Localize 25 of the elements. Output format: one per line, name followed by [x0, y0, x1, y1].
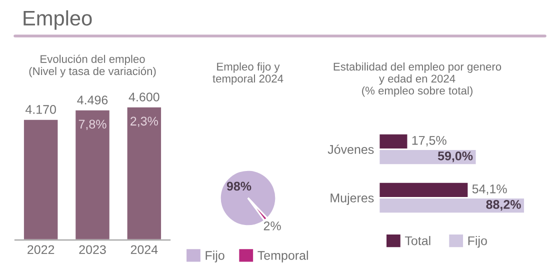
annotation: 2,3%: [130, 116, 158, 128]
x-tick-label: 2023: [79, 245, 106, 254]
data-label: 17,5%: [412, 136, 446, 146]
legend-label: Fijo: [206, 250, 224, 262]
chart-title: Estabilidad del empleo por genero y edad en 2024 (% empleo sobre total): [334, 62, 502, 97]
x-tick-label: 2024: [130, 245, 158, 254]
data-label: 2%: [264, 221, 281, 230]
x-tick-label: 2022: [28, 245, 54, 254]
chart-title: Empleo fijo y temporal 2024: [212, 62, 284, 85]
y-tick-label: Jóvenes: [328, 144, 374, 154]
data-label: 4.496: [77, 96, 108, 104]
data-label: 88,2%: [486, 200, 521, 211]
legend-label: Fijo: [468, 236, 487, 248]
text: Empleo: [24, 10, 92, 30]
chart-title: Evolución del empleo (Nivel y tasa de variación): [29, 54, 156, 78]
data-label: 98%: [226, 182, 252, 191]
annotation: 7,8%: [78, 120, 106, 130]
legend-label: Total: [404, 236, 430, 246]
pie-slice: [247, 197, 268, 222]
y-tick-label: Mujeres: [330, 193, 374, 205]
data-label: 4.170: [25, 105, 56, 114]
data-label: 4.600: [128, 92, 160, 102]
data-label: 59,0%: [438, 152, 473, 162]
data-label: 54,1%: [472, 184, 507, 195]
legend-label: Temporal: [258, 250, 308, 262]
